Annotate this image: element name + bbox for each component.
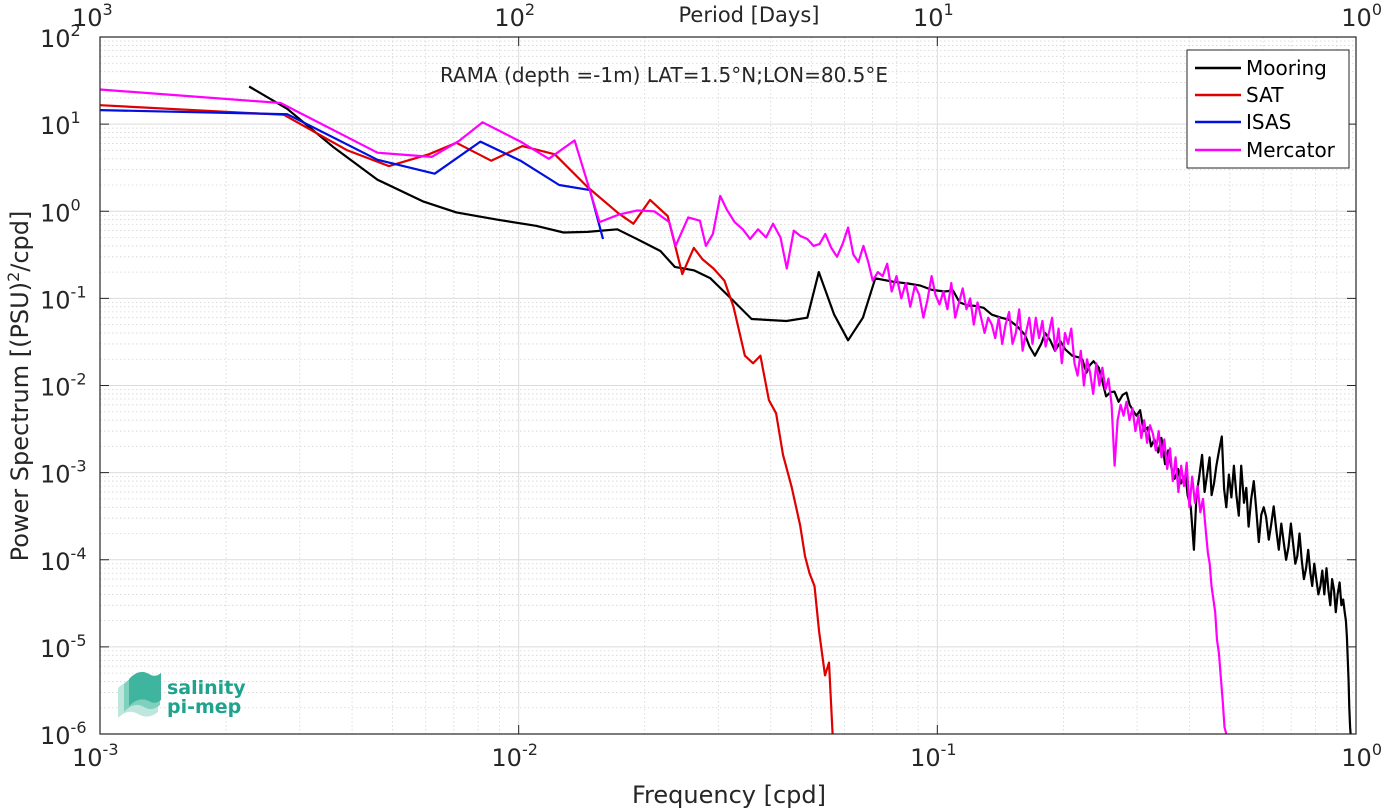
y-tick-label: 101 (40, 108, 81, 140)
x-axis-title: Frequency [cpd] (632, 781, 826, 809)
y-axis-title: Power Spectrum [(PSU)2/cpd] (4, 211, 34, 562)
y-tick-label: 10-3 (40, 457, 87, 489)
legend-label-isas: ISAS (1246, 110, 1291, 134)
logo-text-line2: pi-mep (167, 696, 241, 718)
top-tick-label: 103 (72, 0, 113, 32)
y-tick-label: 102 (40, 21, 81, 53)
series-line-sat (99, 104, 834, 735)
legend-box (1186, 49, 1350, 169)
y-tick-label: 10-4 (40, 544, 87, 576)
top-tick-labels: 103 102 101 100 (72, 0, 1382, 32)
top-tick-label: 102 (494, 0, 535, 32)
x-tick-labels: 10-3 10-2 10-1 100 (72, 740, 1382, 772)
top-tick-label: 101 (913, 0, 954, 32)
x-tick-label: 10-1 (910, 740, 957, 772)
series-lines (99, 85, 1352, 735)
y-tick-label: 10-5 (40, 631, 87, 663)
top-tick-label: 100 (1341, 0, 1382, 32)
chart-title: RAMA (depth =-1m) LAT=1.5°N;LON=80.5°E (440, 63, 888, 87)
x-tick-label: 10-3 (72, 740, 119, 772)
x-tick-label: 100 (1341, 740, 1382, 772)
y-axis-title-main: Power Spectrum [(PSU) (6, 282, 34, 561)
salinity-pi-mep-logo: salinity pi-mep (118, 671, 246, 718)
y-axis-title-tail: /cpd] (6, 211, 34, 272)
y-tick-label: 10-6 (40, 718, 87, 750)
series-line-mercator (99, 88, 1228, 735)
y-tick-label: 10-2 (40, 370, 87, 402)
y-tick-label: 100 (40, 195, 81, 227)
logo-text-line1: salinity (167, 677, 246, 699)
legend: Mooring SAT ISAS Mercator (1186, 49, 1350, 169)
series-line-isas (99, 109, 605, 240)
y-tick-labels: 10-6 10-5 10-4 10-3 10-2 10-1 100 101 102 (40, 21, 87, 750)
y-axis-title-superscript: 2 (4, 272, 23, 282)
top-axis-title: Period [Days] (679, 3, 820, 27)
y-tick-label: 10-1 (40, 282, 87, 314)
legend-label-sat: SAT (1246, 83, 1284, 107)
wave-logo-icon (118, 671, 161, 718)
x-tick-label: 10-2 (491, 740, 538, 772)
legend-label-mercator: Mercator (1246, 138, 1336, 162)
legend-label-mooring: Mooring (1246, 56, 1327, 80)
